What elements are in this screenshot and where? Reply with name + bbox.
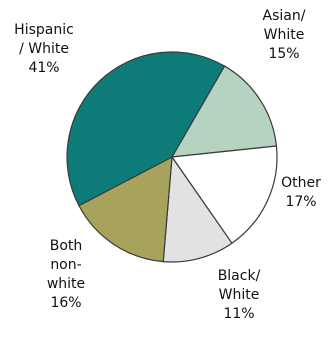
slice-name-line: Asian/ xyxy=(263,8,306,24)
pie-slice-3 xyxy=(78,155,173,263)
pie-slice-4 xyxy=(66,51,226,207)
slice-name-line: Black/ xyxy=(218,268,261,284)
slice-pct-label: 11% xyxy=(223,306,254,322)
slice-pct-label: 15% xyxy=(268,46,299,62)
slice-label-1: Other 17% xyxy=(281,175,321,210)
slice-name-line: Both xyxy=(50,238,83,254)
slice-name-line: white xyxy=(47,276,85,292)
slice-label-3: Both non-white 16% xyxy=(47,238,85,311)
slice-pct-label: 16% xyxy=(50,295,81,311)
slice-label-4: Hispanic / White 41% xyxy=(14,22,74,76)
slice-name-line: White xyxy=(264,27,305,43)
pie-slice-2 xyxy=(162,155,233,263)
slice-pct-label: 41% xyxy=(28,60,59,76)
slice-label-0: Asian/White 15% xyxy=(263,8,306,62)
slice-name-line: Other xyxy=(281,175,321,191)
slice-label-2: Black/White 11% xyxy=(218,268,261,322)
slice-name-line: Hispanic xyxy=(14,22,74,38)
pie-slice-1 xyxy=(170,145,278,245)
slice-name-line: / White xyxy=(19,41,69,57)
slice-name-line: non- xyxy=(50,257,81,273)
pie-slice-0 xyxy=(170,65,278,158)
slice-pct-label: 17% xyxy=(285,194,316,210)
slice-name-line: White xyxy=(219,287,260,303)
